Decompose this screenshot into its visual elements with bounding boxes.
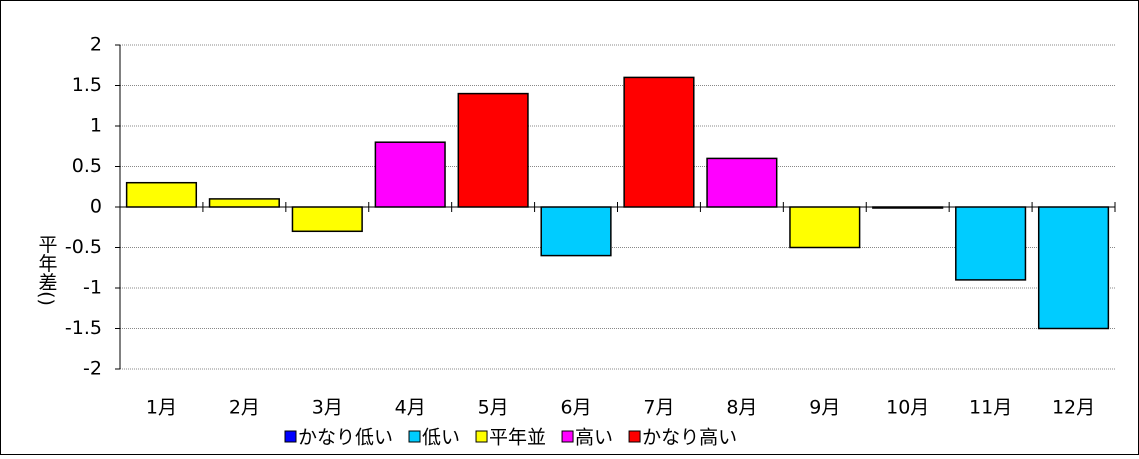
legend-label: 低い xyxy=(422,427,460,449)
legend-marker xyxy=(475,430,488,443)
x-tick-label: 7月 xyxy=(643,397,674,419)
x-tick-label: 10月 xyxy=(886,397,929,419)
x-tick-label: 3月 xyxy=(312,397,343,419)
x-tick-label: 6月 xyxy=(560,397,591,419)
x-tick-label: 4月 xyxy=(395,397,426,419)
legend-label: 高い xyxy=(575,427,613,449)
x-tick-label: 5月 xyxy=(478,397,509,419)
bar xyxy=(125,181,198,208)
y-tick-label: 0.5 xyxy=(72,155,102,177)
legend-marker xyxy=(628,430,641,443)
x-tick-label: 11月 xyxy=(969,397,1012,419)
y-tick-label: 1.5 xyxy=(72,74,102,96)
legend-marker xyxy=(408,430,421,443)
bar xyxy=(540,206,612,257)
legend-marker xyxy=(284,430,297,443)
legend-marker xyxy=(561,430,574,443)
bar xyxy=(955,206,1027,281)
x-tick-label: 2月 xyxy=(229,397,260,419)
bar xyxy=(1037,206,1110,330)
bar xyxy=(291,206,363,233)
bar xyxy=(872,206,944,209)
bar xyxy=(208,198,280,208)
bar xyxy=(706,157,778,208)
bar xyxy=(374,141,446,208)
y-tick-label: -0.5 xyxy=(65,236,102,258)
legend-label: かなり低い xyxy=(298,427,393,449)
y-tick-label: -2 xyxy=(83,358,102,380)
x-tick-label: 1月 xyxy=(146,397,177,419)
x-tick-label: 12月 xyxy=(1052,397,1095,419)
y-tick-label: 1 xyxy=(90,115,102,137)
x-tick-label: 9月 xyxy=(809,397,840,419)
y-tick-label: 0 xyxy=(90,196,102,218)
y-tick-label: -1.5 xyxy=(65,317,102,339)
legend-label: かなり高い xyxy=(642,427,737,449)
y-axis-label: 平年差() xyxy=(36,234,58,306)
x-tick-label: 8月 xyxy=(726,397,757,419)
y-tick-label: 2 xyxy=(90,34,102,56)
bar xyxy=(623,76,695,208)
bar xyxy=(789,206,861,249)
legend-label: 平年並 xyxy=(489,427,546,449)
bar xyxy=(457,92,529,208)
y-tick-label: -1 xyxy=(83,277,102,299)
